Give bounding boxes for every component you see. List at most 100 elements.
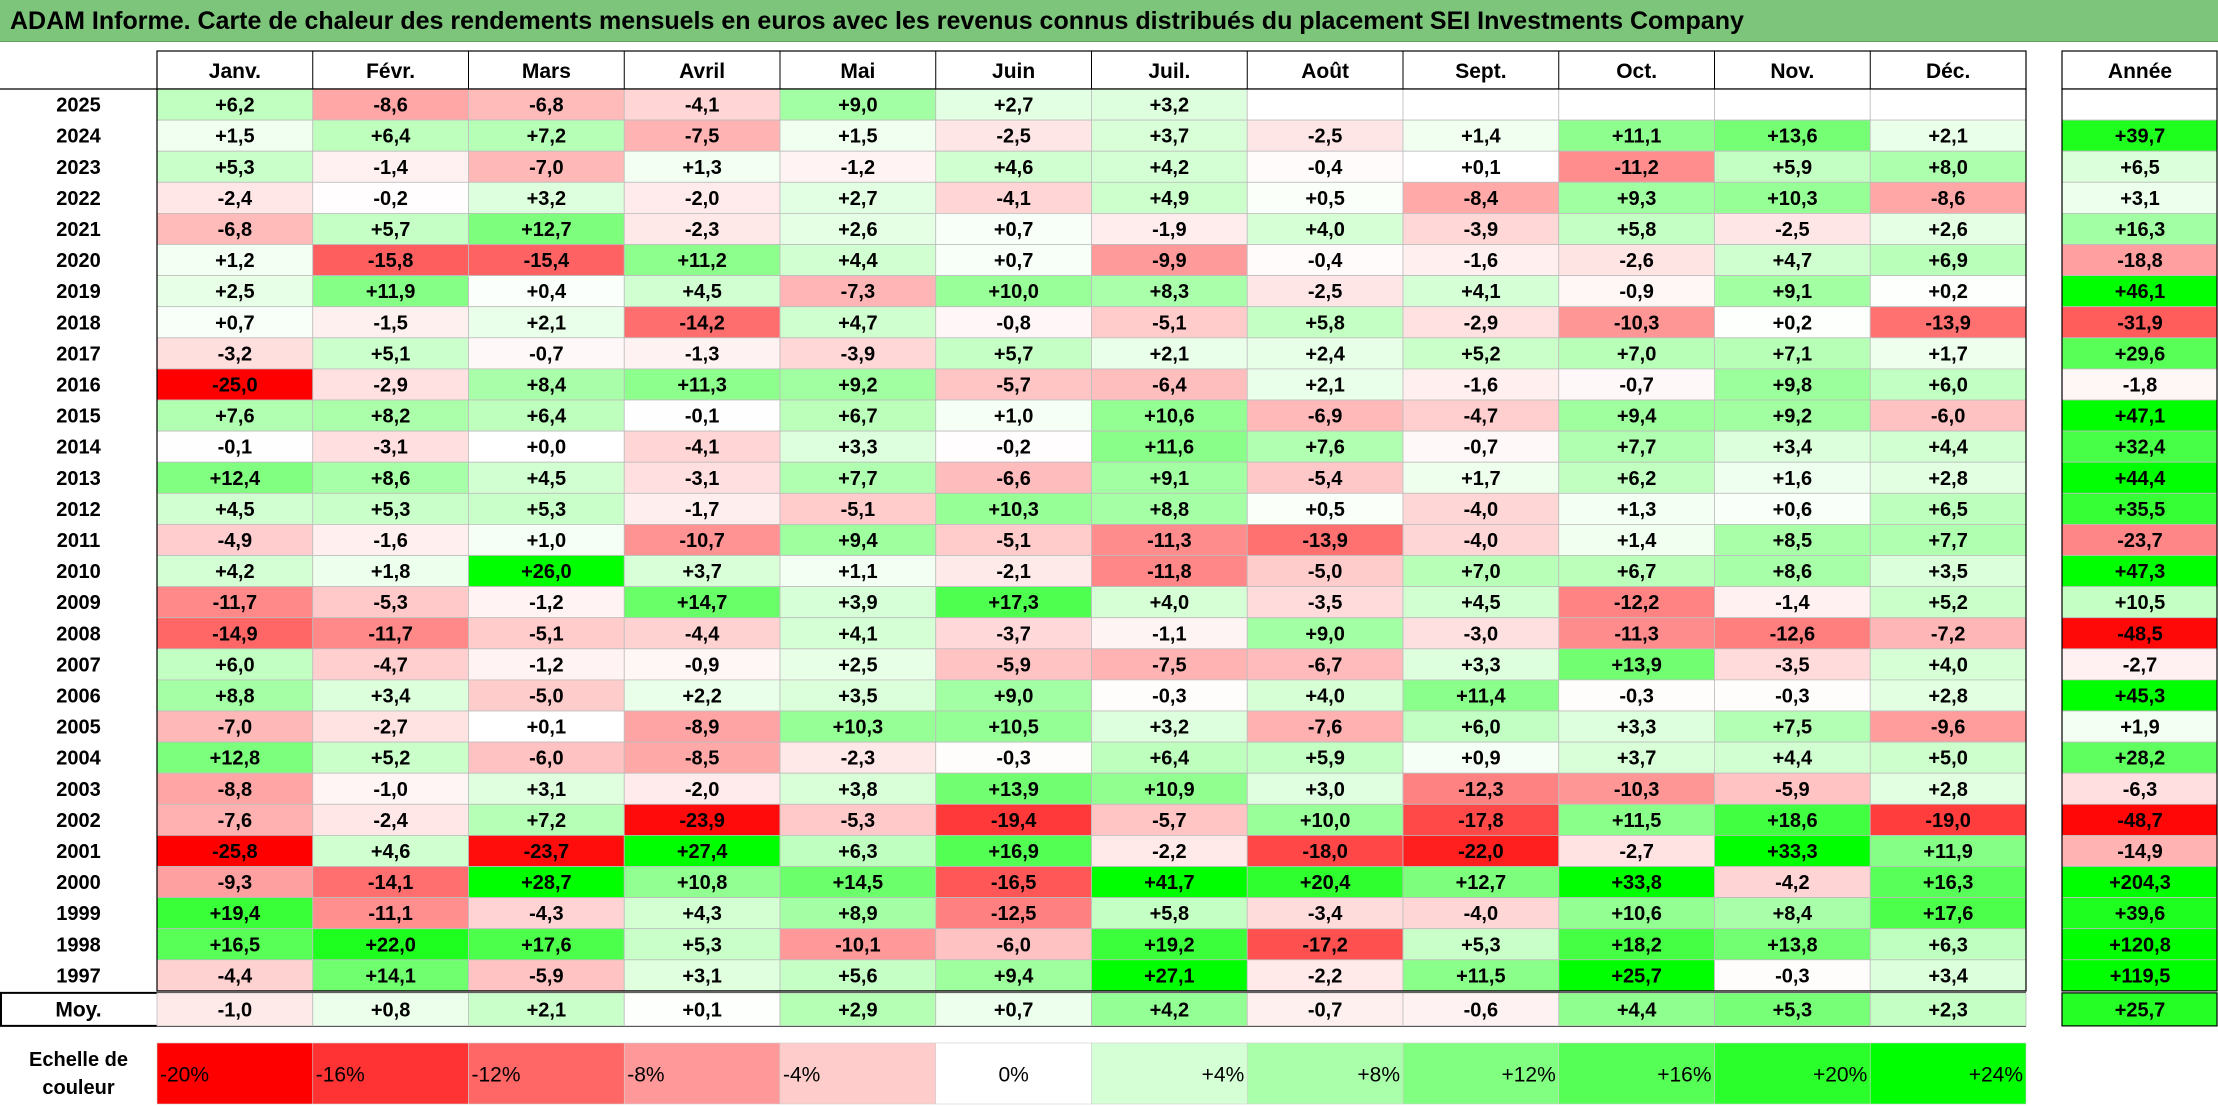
annual-value: +32,4 (2115, 437, 2166, 459)
cell-value: +2,8 (1928, 468, 1967, 490)
scale-swatch (1869, 1042, 2027, 1105)
cell-value: +4,1 (838, 623, 877, 645)
heatmap-cell (156, 119, 314, 152)
cell-value: +14,1 (365, 965, 416, 987)
heatmap-cell (1402, 679, 1560, 712)
heatmap-cell (779, 337, 937, 370)
cell-value: -11,7 (368, 623, 412, 645)
average-value: +5,3 (1773, 999, 1812, 1021)
cell-value: -2,3 (685, 219, 719, 241)
cell-value: -13,9 (1302, 530, 1348, 552)
cell-value: +5,8 (1150, 903, 1189, 925)
cell-value: +1,1 (838, 561, 877, 583)
year-label: 2013 (56, 468, 101, 490)
scale-swatch (1714, 1042, 1871, 1105)
annual-value: -14,9 (2117, 841, 2163, 863)
cell-value: +8,0 (1928, 157, 1967, 179)
cell-value: +0,7 (215, 312, 254, 334)
heatmap-cell (779, 741, 937, 774)
heatmap-cell (156, 399, 314, 432)
cell-value: +13,8 (1767, 934, 1818, 956)
cell-value: -2,9 (1464, 312, 1498, 334)
cell-value: -11,1 (368, 903, 412, 925)
cell-value: +9,2 (1773, 406, 1812, 428)
cell-value: -18,0 (1302, 841, 1348, 863)
heatmap-cell (935, 275, 1092, 308)
cell-value: +1,3 (682, 157, 721, 179)
year-label: 2006 (56, 685, 101, 707)
heatmap-cell (1714, 648, 1871, 681)
average-cell (312, 992, 469, 1027)
heatmap-cell (779, 586, 937, 619)
cell-value: +16,3 (1923, 872, 1974, 894)
annual-value: +3,1 (2120, 188, 2159, 210)
heatmap-cell (468, 959, 625, 992)
heatmap-cell (1402, 897, 1560, 930)
cell-value: +8,6 (1773, 561, 1812, 583)
column-header-5: Mai (840, 60, 875, 83)
cell-value: +2,2 (682, 685, 721, 707)
year-label: 2007 (56, 654, 101, 676)
heatmap-cell (1246, 306, 1404, 339)
annual-cell (2061, 430, 2218, 463)
heatmap-cell (623, 679, 781, 712)
cell-value: +3,7 (1150, 126, 1189, 148)
cell-value: -4,2 (1775, 872, 1809, 894)
annual-cell (2061, 648, 2218, 681)
cell-value: -8,4 (1464, 188, 1499, 210)
cell-value: +11,2 (677, 250, 727, 272)
average-value: +4,2 (1150, 999, 1189, 1021)
heatmap-cell (1869, 88, 2027, 121)
heatmap-cell (935, 617, 1092, 650)
heatmap-cell (1558, 555, 1715, 588)
cell-value: -2,3 (841, 748, 875, 770)
heatmap-cell (1714, 119, 1871, 152)
cell-value: +4,5 (682, 281, 721, 303)
heatmap-cell (156, 617, 314, 650)
cell-value: +16,5 (210, 934, 261, 956)
heatmap-cell (1558, 244, 1715, 277)
heatmap-cell (935, 928, 1092, 961)
heatmap-cell (1091, 959, 1248, 992)
annual-header-cell (2061, 50, 2218, 90)
cell-value: +6,7 (838, 406, 877, 428)
cell-value: +4,7 (1773, 250, 1812, 272)
heatmap-cell (1714, 772, 1871, 805)
annual-value: +47,1 (2115, 406, 2166, 428)
cell-value: +6,5 (1928, 499, 1967, 521)
annual-cell (2061, 617, 2218, 650)
year-label: 2011 (57, 530, 100, 552)
cell-value: -0,9 (685, 654, 719, 676)
heatmap-cell (1558, 648, 1715, 681)
cell-value: +27,1 (1144, 965, 1195, 987)
heatmap-cell (1558, 586, 1715, 619)
cell-value: +8,3 (1150, 281, 1189, 303)
cell-value: +3,8 (838, 779, 877, 801)
heatmap-cell (1558, 492, 1715, 525)
cell-value: -1,2 (529, 654, 563, 676)
heatmap-cell (1091, 648, 1248, 681)
cell-value: -2,5 (1308, 281, 1342, 303)
cell-value: +9,0 (994, 685, 1033, 707)
heatmap-cell (623, 648, 781, 681)
cell-value: -1,2 (841, 157, 875, 179)
heatmap-cell (1246, 430, 1404, 463)
cell-value: +27,4 (677, 841, 728, 863)
cell-value: -7,5 (685, 126, 719, 148)
year-label: 2018 (56, 312, 101, 334)
cell-value: +11,1 (1612, 126, 1662, 148)
heatmap-cell (1246, 897, 1404, 930)
heatmap-cell (1714, 586, 1871, 619)
heatmap-cell (156, 928, 314, 961)
average-value: +4,4 (1617, 999, 1657, 1021)
annual-header: Année (2108, 60, 2172, 83)
heatmap-cell (779, 803, 937, 836)
annual-cell (2061, 88, 2218, 121)
heatmap-cell (779, 275, 937, 308)
cell-value: -9,3 (218, 872, 252, 894)
heatmap-cell (623, 399, 781, 432)
scale-swatch (935, 1042, 1092, 1105)
column-header-7: Juil. (1148, 60, 1190, 83)
cell-value: -7,6 (1308, 717, 1342, 739)
cell-value: +4,4 (838, 250, 878, 272)
